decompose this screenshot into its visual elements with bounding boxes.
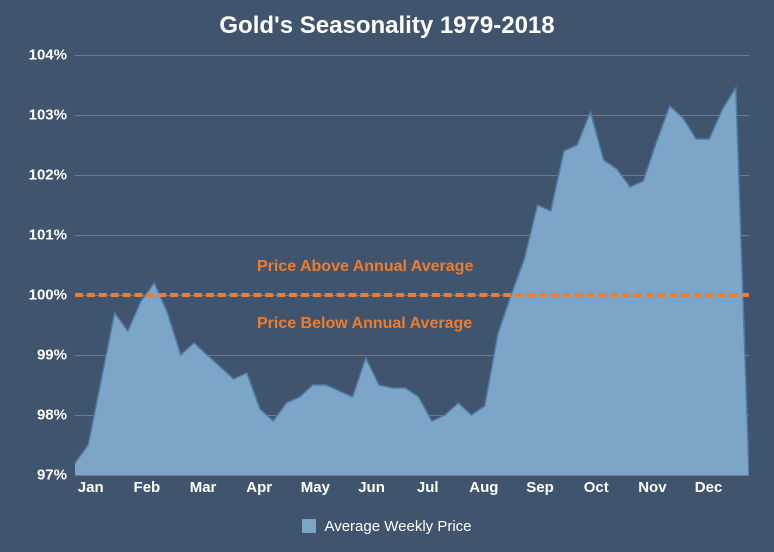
y-tick-label: 97% xyxy=(17,467,67,484)
x-tick-label: Jan xyxy=(78,479,104,496)
y-tick-label: 103% xyxy=(17,107,67,124)
x-tick-label: Jun xyxy=(358,479,385,496)
reference-line xyxy=(75,293,749,297)
x-tick-label: May xyxy=(301,479,330,496)
x-tick-label: Dec xyxy=(695,479,723,496)
y-tick-label: 104% xyxy=(17,47,67,64)
plot-area: 97%98%99%100%101%102%103%104% Price Abov… xyxy=(75,55,749,475)
y-tick-label: 98% xyxy=(17,407,67,424)
legend-label: Average Weekly Price xyxy=(324,518,471,535)
x-tick-label: Feb xyxy=(134,479,161,496)
gridline xyxy=(75,475,749,476)
legend-swatch xyxy=(302,519,316,533)
annotation-label: Price Above Annual Average xyxy=(257,258,473,276)
x-tick-label: Aug xyxy=(469,479,498,496)
x-tick-label: Nov xyxy=(638,479,666,496)
x-tick-label: Mar xyxy=(190,479,217,496)
y-tick-label: 99% xyxy=(17,347,67,364)
x-tick-label: Oct xyxy=(584,479,609,496)
annotation-label: Price Below Annual Average xyxy=(257,315,472,333)
x-tick-label: Apr xyxy=(246,479,272,496)
x-tick-label: Sep xyxy=(526,479,554,496)
y-tick-label: 101% xyxy=(17,227,67,244)
x-tick-label: Jul xyxy=(417,479,439,496)
chart-title: Gold's Seasonality 1979-2018 xyxy=(0,12,774,40)
y-tick-label: 100% xyxy=(17,287,67,304)
legend: Average Weekly Price xyxy=(0,518,774,539)
y-tick-label: 102% xyxy=(17,167,67,184)
